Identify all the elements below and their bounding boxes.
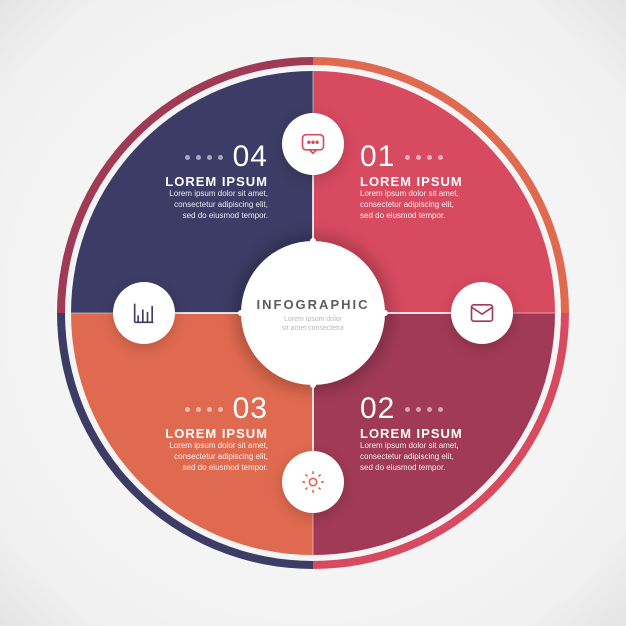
bars-icon [130, 299, 158, 327]
icon-circle-02 [451, 282, 513, 344]
icon-circle-04 [113, 282, 175, 344]
chat-icon [299, 130, 327, 158]
infographic-stage: { "type": "circular-quadrant-infographic… [0, 0, 626, 626]
icon-circle-01 [282, 113, 344, 175]
icon-circle-03 [282, 451, 344, 513]
gear-icon [299, 468, 327, 496]
radial-chart [0, 0, 626, 626]
mail-icon [468, 299, 496, 327]
